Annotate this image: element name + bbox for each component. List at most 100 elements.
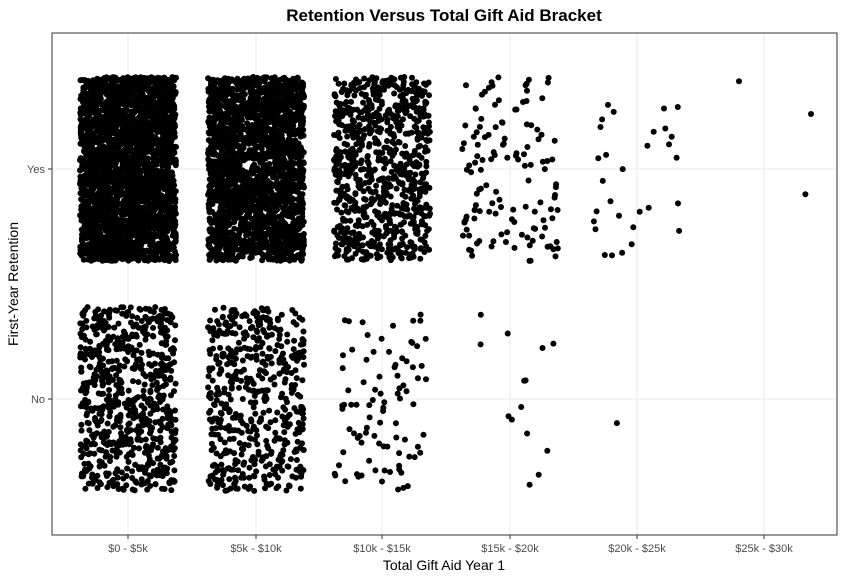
- data-point: [107, 307, 113, 313]
- data-point: [130, 378, 136, 384]
- data-point: [130, 401, 136, 407]
- data-point: [168, 178, 174, 184]
- data-point: [81, 451, 87, 457]
- data-point: [171, 453, 177, 459]
- data-point: [160, 424, 166, 430]
- data-point: [89, 472, 95, 478]
- data-point: [142, 160, 148, 166]
- data-point: [79, 159, 85, 165]
- data-point: [114, 138, 120, 144]
- data-point: [145, 400, 151, 406]
- data-point: [134, 118, 140, 124]
- data-point: [155, 221, 161, 227]
- data-point: [222, 154, 228, 160]
- data-point: [126, 120, 132, 126]
- data-point: [116, 377, 122, 383]
- data-point: [118, 304, 124, 310]
- data-point: [114, 417, 120, 423]
- data-point: [88, 197, 94, 203]
- data-point: [142, 314, 148, 320]
- data-point: [101, 308, 107, 314]
- data-point: [99, 411, 105, 417]
- data-point: [92, 351, 98, 357]
- data-point: [97, 479, 103, 485]
- data-point: [109, 117, 115, 123]
- data-point: [143, 437, 149, 443]
- data-point: [84, 380, 90, 386]
- data-point: [156, 186, 162, 192]
- data-point: [81, 85, 87, 91]
- data-point: [80, 400, 86, 406]
- data-point: [120, 205, 126, 211]
- data-point: [143, 189, 149, 195]
- data-point: [115, 104, 121, 110]
- data-point: [146, 121, 152, 127]
- data-point: [126, 451, 132, 457]
- data-point: [78, 350, 84, 356]
- data-point: [166, 212, 172, 218]
- data-point: [133, 322, 139, 328]
- data-point: [134, 334, 140, 340]
- data-point: [169, 314, 175, 320]
- data-point: [125, 223, 131, 229]
- data-point: [131, 183, 137, 189]
- data-point: [129, 475, 135, 481]
- data-point: [168, 392, 174, 398]
- data-point: [139, 113, 145, 119]
- data-point: [172, 337, 178, 343]
- data-point: [141, 388, 147, 394]
- data-point: [131, 197, 137, 203]
- data-point: [156, 126, 162, 132]
- data-point: [155, 445, 161, 451]
- data-point: [139, 482, 145, 488]
- data-point: [153, 481, 159, 487]
- data-point: [106, 154, 112, 160]
- data-point: [113, 195, 119, 201]
- data-point: [103, 338, 109, 344]
- data-point: [139, 476, 145, 482]
- data-point: [92, 98, 98, 104]
- data-point: [107, 458, 113, 464]
- data-point: [108, 404, 114, 410]
- data-point: [136, 154, 142, 160]
- data-point: [159, 326, 165, 332]
- data-point: [169, 435, 175, 441]
- data-point: [115, 168, 121, 174]
- data-point: [142, 382, 148, 388]
- data-point: [268, 114, 274, 120]
- data-point: [172, 408, 178, 414]
- data-point: [164, 162, 170, 168]
- data-point: [97, 187, 103, 193]
- data-point: [143, 464, 149, 470]
- data-point: [128, 135, 134, 141]
- data-point: [152, 304, 158, 310]
- data-point: [90, 481, 96, 487]
- data-point: [152, 257, 158, 263]
- data-point: [80, 110, 86, 116]
- data-point: [128, 436, 134, 442]
- data-point: [146, 352, 152, 358]
- data-point: [91, 205, 97, 211]
- data-point: [114, 481, 120, 487]
- data-point: [84, 149, 90, 155]
- data-point: [150, 223, 156, 229]
- data-point: [148, 144, 154, 150]
- data-point: [166, 157, 172, 163]
- data-point: [78, 365, 84, 371]
- data-point: [123, 313, 129, 319]
- data-point: [156, 205, 162, 211]
- data-point: [168, 81, 174, 87]
- data-point: [155, 197, 161, 203]
- data-point: [86, 101, 92, 107]
- data-point: [127, 176, 133, 182]
- data-point: [98, 357, 104, 363]
- data-point: [106, 186, 112, 192]
- data-point: [103, 320, 109, 326]
- data-point: [142, 324, 148, 330]
- data-point: [298, 258, 304, 264]
- data-point: [147, 213, 153, 219]
- data-point: [90, 120, 96, 126]
- data-point: [94, 193, 100, 199]
- data-point: [100, 203, 106, 209]
